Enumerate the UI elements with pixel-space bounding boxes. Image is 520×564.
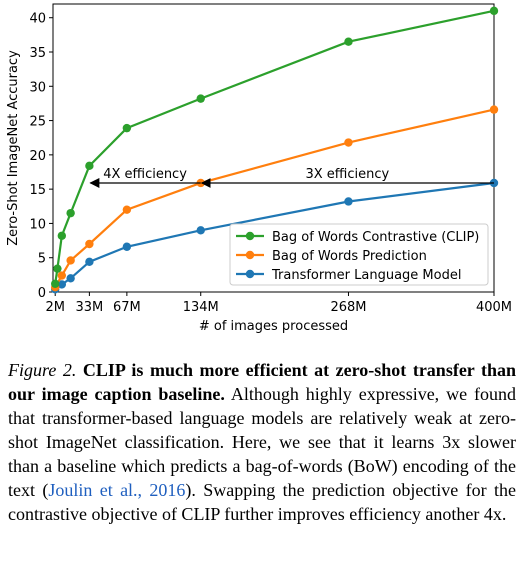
x-tick-label: 2M — [45, 300, 65, 315]
caption-body-text: Although highly expressive, we found tha… — [8, 384, 517, 500]
figure-caption: Figure 2. CLIP is much more efficient at… — [8, 360, 517, 524]
data-point — [344, 37, 353, 46]
legend-swatch-marker — [245, 250, 255, 260]
data-point — [57, 231, 67, 240]
x-tick-label: 400M — [476, 300, 512, 315]
caption-body-text-end: Swapping the prediction objective for th… — [8, 480, 516, 524]
y-tick-label: 10 — [29, 217, 46, 232]
y-tick-label: 5 — [38, 252, 46, 267]
data-point — [196, 94, 205, 103]
data-point — [122, 123, 132, 133]
data-point — [489, 105, 499, 114]
legend-label: Bag of Words Prediction — [272, 249, 427, 264]
efficiency-label: 4X efficiency — [103, 167, 187, 182]
x-axis-label: # of images processed — [199, 319, 348, 334]
chart-figure: 0 5 10 15 20 25 30 35 40 2M 33M 67M 134M 268M 400M # of… — [6, 3, 512, 334]
citation-link[interactable]: Joulin et al., 2016 — [48, 480, 186, 500]
x-tick-label: 268M — [330, 300, 366, 315]
data-point — [57, 280, 67, 289]
y-tick-label: 20 — [29, 149, 46, 164]
data-point — [344, 138, 353, 147]
x-tick-label: 33M — [75, 300, 103, 315]
data-point — [53, 264, 62, 273]
legend-label: Bag of Words Contrastive (CLIP) — [272, 230, 479, 245]
x-tick-label: 134M — [183, 300, 219, 315]
data-point — [85, 161, 94, 171]
y-tick-label: 30 — [29, 80, 46, 95]
efficiency-label: 3X efficiency — [306, 167, 390, 182]
data-point — [85, 239, 94, 249]
data-point — [66, 256, 75, 265]
accuracy-line-chart: 0 5 10 15 20 25 30 35 40 2M 33M 67M 134M 268M 400M # of… — [6, 3, 512, 334]
y-tick-label: 15 — [29, 183, 46, 198]
caption-bold-text: CLIP is much more efficient at zero-shot… — [8, 360, 517, 404]
data-point — [85, 257, 94, 267]
data-point — [122, 242, 132, 251]
y-tick-label: 40 — [29, 12, 46, 27]
plot-frame — [52, 3, 495, 293]
y-tick-label: 0 — [38, 286, 46, 301]
data-point — [489, 6, 499, 16]
data-point — [57, 271, 67, 280]
legend-box — [229, 223, 489, 286]
figure-label: Figure 2. — [8, 360, 77, 380]
data-point — [122, 205, 132, 214]
legend-swatch-marker — [245, 231, 255, 241]
legend-swatch-marker — [245, 269, 255, 279]
y-tick-label: 25 — [29, 115, 46, 130]
data-point — [66, 274, 75, 283]
x-tick-label: 67M — [113, 300, 141, 315]
data-point — [344, 197, 353, 206]
y-tick-label: 35 — [29, 46, 46, 61]
data-point — [196, 226, 205, 235]
y-axis-label: Zero-Shot ImageNet Accuracy — [6, 50, 21, 246]
data-point — [66, 208, 75, 218]
legend-label: Transformer Language Model — [271, 268, 461, 283]
data-point — [51, 279, 60, 288]
